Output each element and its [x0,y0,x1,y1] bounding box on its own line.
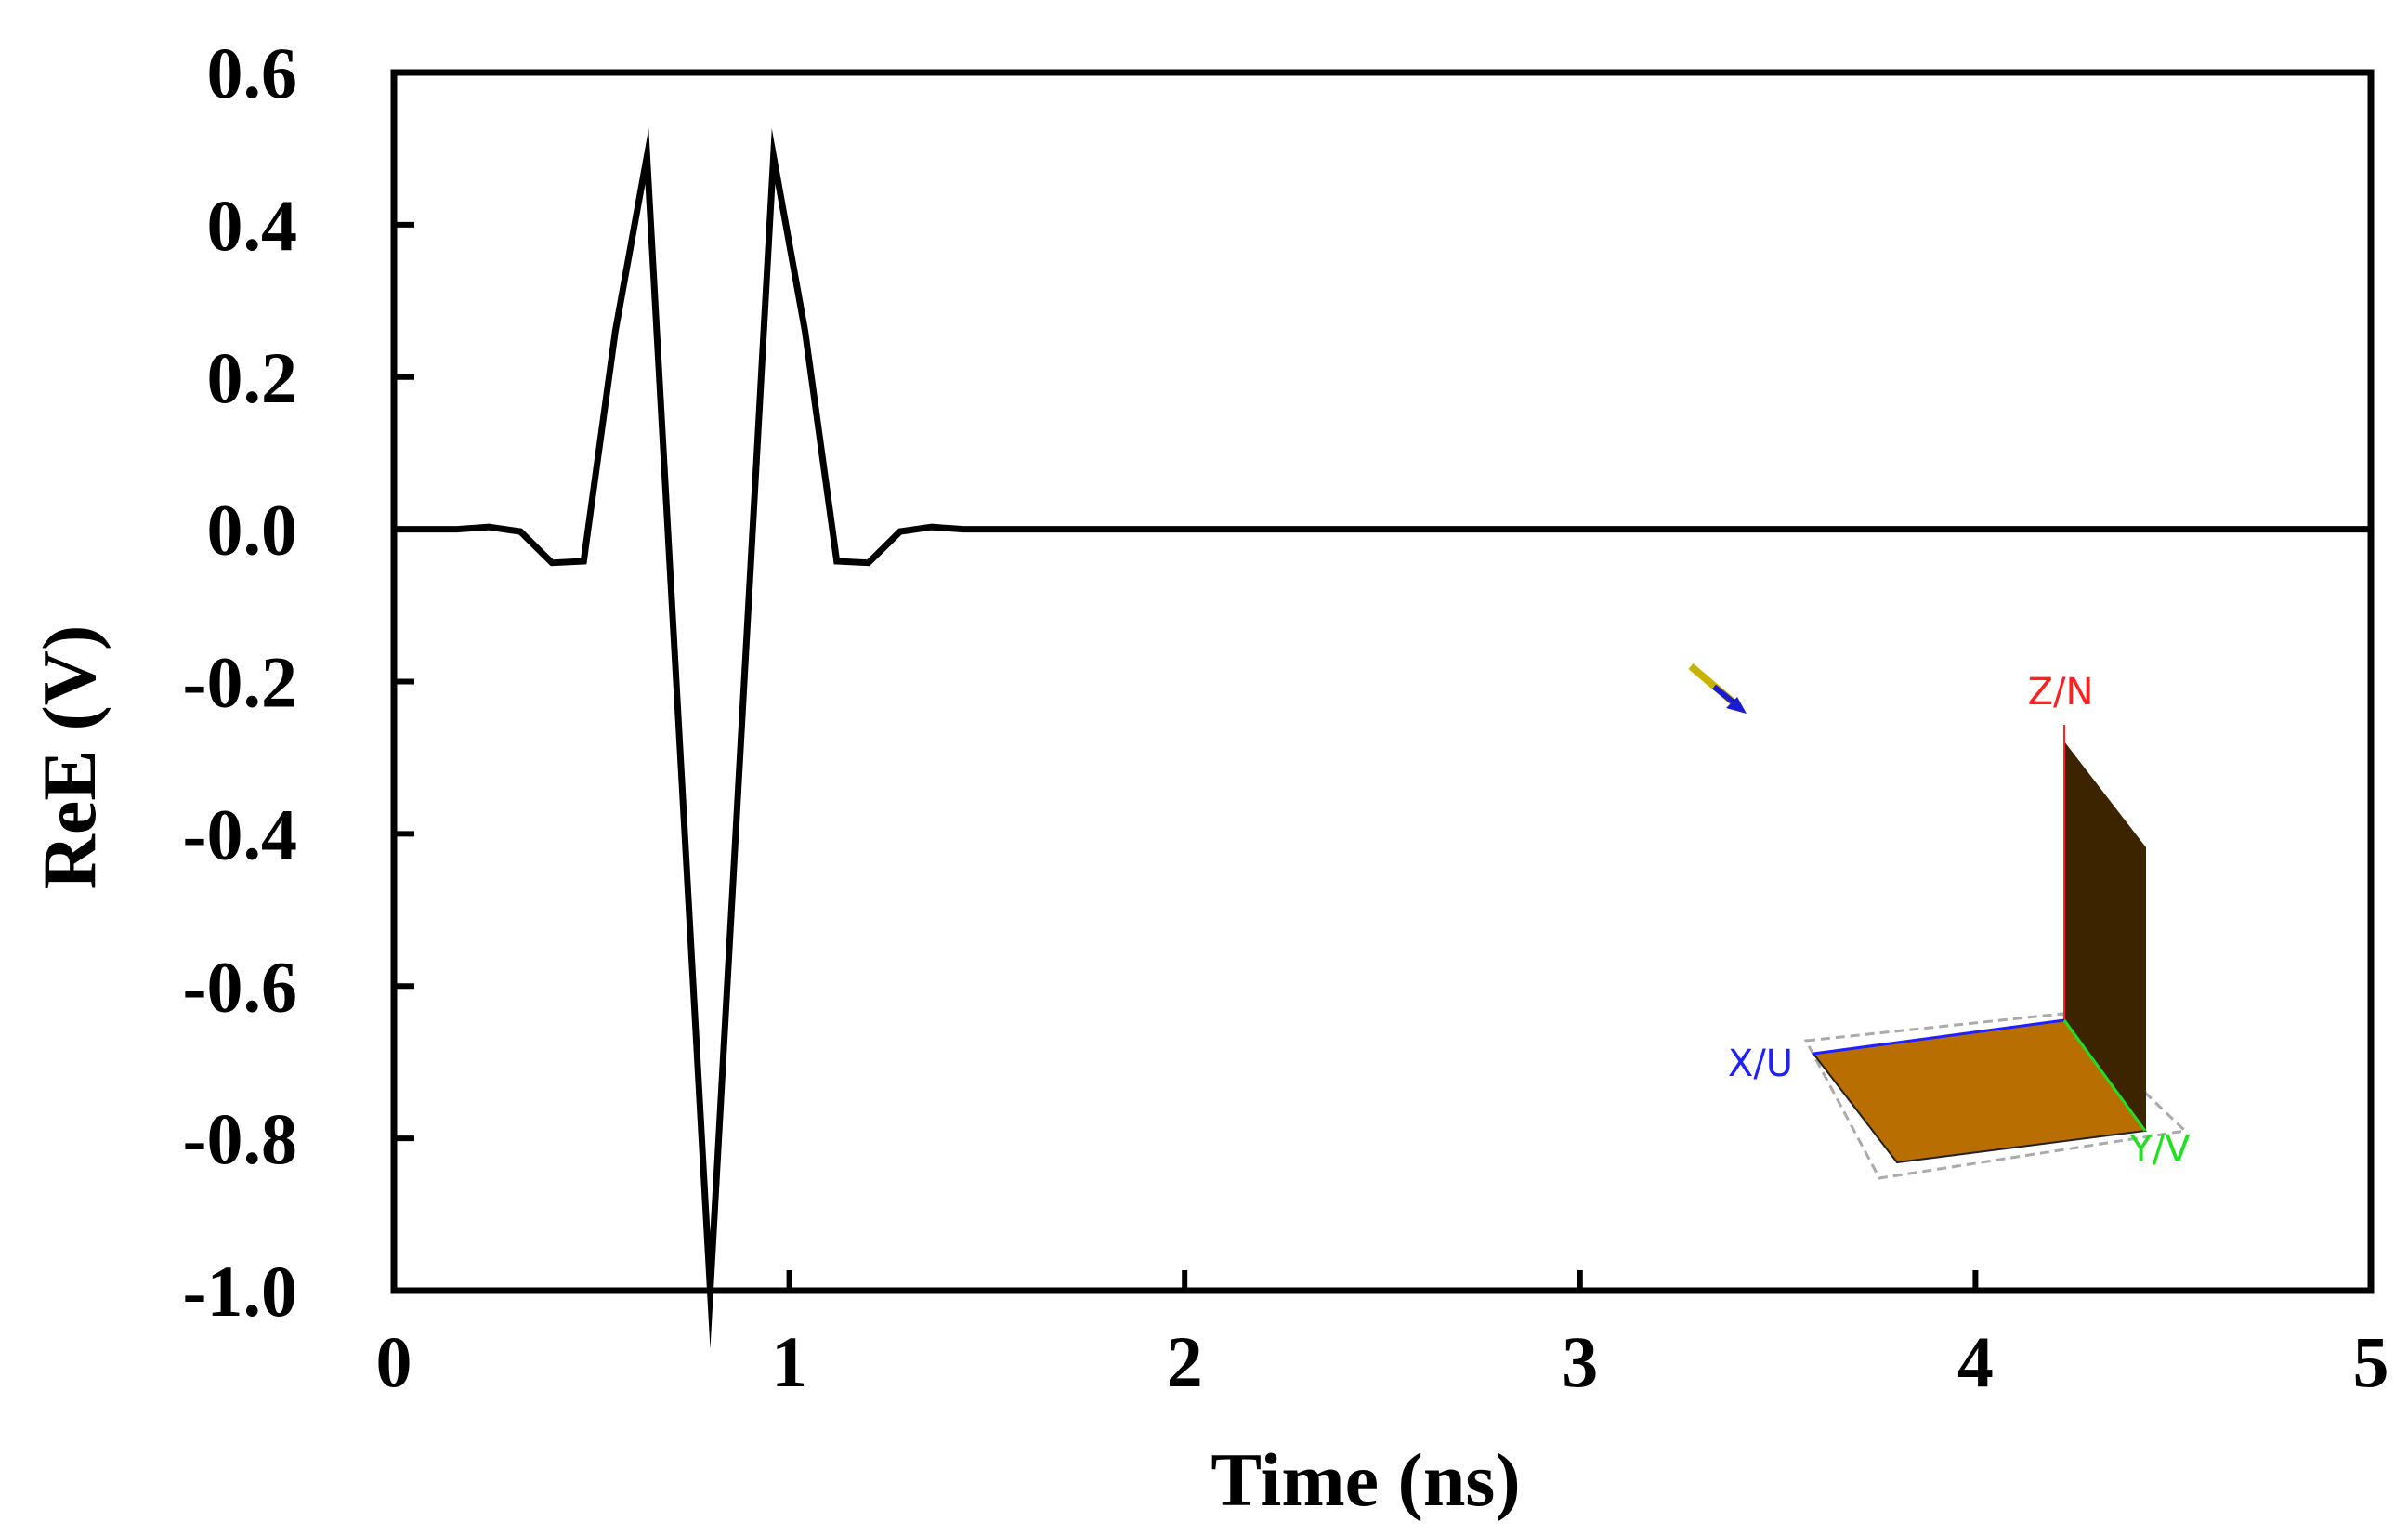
source-arrow-icon [1688,663,1747,714]
x-axis-ticks: 0 1 2 3 4 5 [376,1270,2389,1402]
ground-plane-outline [1803,1012,2189,1180]
y-axis-line [2062,1019,2147,1132]
x-axis-line [1813,1018,2065,1056]
y-axis-label: Y/V [2128,1128,2191,1171]
y-tick-label: -0.4 [183,794,297,874]
x-tick-label: 2 [1167,1321,1203,1402]
y-tick-label: -1.0 [183,1251,297,1332]
x-tick-label: 3 [1562,1321,1598,1402]
x-tick-label: 4 [1957,1321,1994,1402]
coordinate-system-inset: Z/N X/U Y/V [1688,663,2191,1180]
x-tick-label: 5 [2353,1321,2389,1402]
y-axis-ticks: 0.6 0.4 0.2 0.0 -0.2 -0.4 -0.6 -0.8 -1.0 [183,33,414,1332]
y-tick-label: 0.4 [207,185,298,266]
x-tick-label: 0 [376,1321,412,1402]
plot-frame [390,69,2375,1294]
x-tick-label: 1 [771,1321,807,1402]
y-tick-label: 0.2 [207,337,298,418]
x-axis-title: Time (ns) [1211,1437,1520,1522]
y-tick-label: -0.6 [183,946,297,1027]
x-axis-label: X/U [1728,1043,1793,1085]
y-axis-title: ReE (V) [27,625,111,890]
y-tick-label: -0.2 [183,642,297,723]
z-axis-label: Z/N [2028,671,2094,714]
vertical-plate [2064,741,2146,1131]
y-tick-label: 0.0 [207,490,298,571]
y-tick-label: 0.6 [207,33,298,113]
y-tick-label: -0.8 [183,1098,297,1179]
